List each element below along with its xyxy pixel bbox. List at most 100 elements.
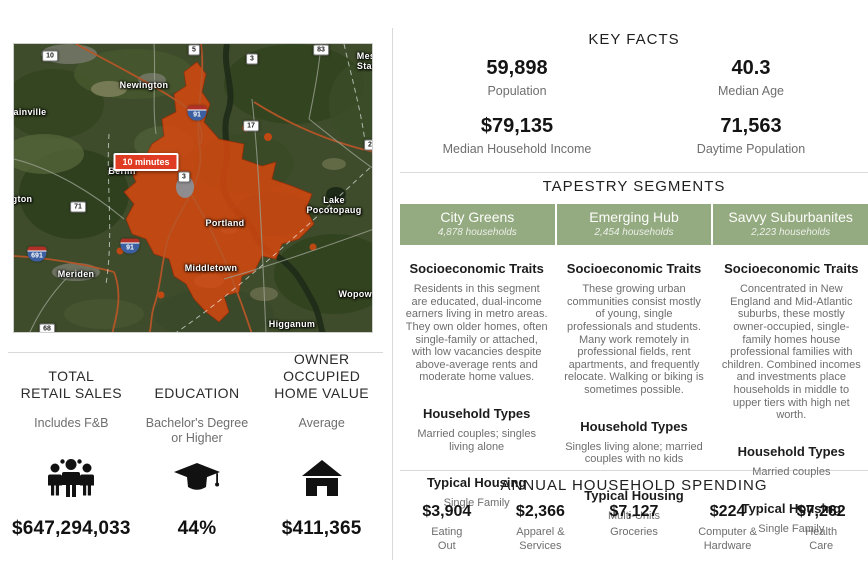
divider-keyfacts [400, 172, 868, 173]
key-fact-value: 40.3 [731, 57, 771, 79]
left-stats-panel: TOTAL RETAIL SALES Includes F&B $647,294… [8, 350, 384, 540]
key-fact: 40.3 Median Age [634, 57, 868, 98]
key-fact-value: $79,135 [480, 115, 554, 137]
household-types-text: Married couples; singles living alone [417, 428, 536, 453]
spending-label: Health Care [805, 526, 838, 552]
satellite-map-art [14, 44, 372, 332]
segment-name: Emerging Hub [589, 209, 679, 225]
typical-housing-text: Single Family [443, 497, 510, 510]
key-fact: 59,898 Population [400, 57, 634, 98]
map-place-label: Middletown [184, 263, 238, 273]
stat-education: EDUCATION Bachelor's Degree or Higher 44… [135, 360, 260, 540]
key-fact: $79,135 Median Household Income [400, 115, 634, 156]
segment-band: City Greens 4,878 households Emerging Hu… [400, 204, 868, 245]
spending-item: $3,904 Eating Out [400, 503, 494, 554]
spending-label: Apparel & Services [516, 526, 565, 552]
divider-left [8, 352, 383, 353]
stat-total-retail-sales: TOTAL RETAIL SALES Includes F&B $647,294… [8, 360, 135, 540]
map-place-label: ainville [13, 107, 47, 117]
spending-item: $7,262 Health Care [774, 503, 868, 554]
stat-value: 44% [177, 518, 217, 539]
route-shield: 68 [39, 323, 55, 332]
spending-value: $224 [709, 503, 746, 520]
tapestry-section: TAPESTRY SEGMENTS City Greens 4,878 hous… [400, 178, 868, 535]
route-shield: 17 [243, 120, 259, 132]
route-shield: 2 [364, 139, 372, 151]
graduation-cap-icon [139, 450, 256, 506]
map-place-label: Portland [205, 218, 245, 228]
household-types-text: Singles living alone; married couples wi… [565, 440, 703, 466]
route-shield: 83 [313, 44, 329, 56]
traits-heading: Socioeconomic Traits [566, 261, 702, 276]
segment-households: 2,223 households [751, 227, 831, 238]
household-types-text: Married couples [752, 466, 831, 479]
spending-label: Eating Out [431, 526, 463, 552]
map-place-label: Berlin [108, 166, 136, 176]
spending-value: $2,366 [515, 503, 565, 520]
drive-time-map: Newington ainville Berlin Meriden Portla… [13, 43, 373, 333]
key-fact-value: 71,563 [720, 115, 782, 137]
typical-housing-text: Single Family [758, 522, 825, 535]
segment-households: 2,454 households [594, 227, 674, 238]
key-facts-section: KEY FACTS 59,898 Population 40.3 Median … [400, 31, 868, 156]
stat-home-value: OWNER OCCUPIED HOME VALUE Average $411,3… [259, 350, 384, 540]
typical-housing-text: Multi-Units [608, 510, 660, 523]
spending-value: $7,262 [796, 503, 846, 520]
stat-title: OWNER OCCUPIED HOME VALUE [274, 350, 370, 401]
traits-text: Residents in this segment are educated, … [405, 283, 548, 384]
segment-details: Socioeconomic Traits These growing urban… [557, 245, 710, 535]
spending-label: Computer & Hardware [698, 526, 757, 552]
key-fact: 71,563 Daytime Population [634, 115, 868, 156]
segment-header: Emerging Hub 2,454 households [556, 204, 712, 245]
map-place-label: Wopowog [338, 289, 372, 299]
household-types-heading: Household Types [580, 418, 688, 434]
route-shield: 71 [70, 201, 86, 213]
key-facts-title: KEY FACTS [588, 31, 680, 48]
stat-subtitle: Average [298, 416, 345, 430]
spending-section: ANNUAL HOUSEHOLD SPENDING $3,904 Eating … [400, 477, 868, 554]
segment-households: 4,878 households [437, 227, 517, 238]
spending-item: $2,366 Apparel & Services [494, 503, 588, 554]
interstate-shield: 91 [120, 238, 140, 254]
segment-name: City Greens [440, 209, 515, 225]
typical-housing-heading: Typical Housing [426, 475, 527, 491]
map-place-label: Mes Stat [356, 51, 372, 71]
spending-value: $3,904 [422, 503, 472, 520]
stat-subtitle: Bachelor's Degree or Higher [145, 416, 249, 445]
spending-item: $224 Computer & Hardware [681, 503, 775, 554]
household-types-heading: Household Types [422, 406, 531, 422]
traits-heading: Socioeconomic Traits [409, 261, 544, 276]
key-fact-label: Population [487, 84, 547, 98]
house-icon [263, 450, 380, 506]
divider-vertical [392, 28, 393, 560]
route-shield: 3 [178, 171, 190, 183]
spending-title: ANNUAL HOUSEHOLD SPENDING [500, 477, 768, 494]
route-shield: 5 [188, 44, 200, 56]
population-group-icon [12, 450, 131, 506]
spending-item: $7,127 Groceries [587, 503, 681, 554]
stat-subtitle: Includes F&B [34, 416, 109, 430]
divider-tapestry [400, 470, 868, 471]
segment-header: City Greens 4,878 households [400, 204, 555, 245]
spending-row: $3,904 Eating Out $2,366 Apparel & Servi… [400, 503, 868, 554]
route-shield: 10 [42, 50, 58, 62]
route-shield: 3 [246, 53, 258, 65]
segment-details-row: Socioeconomic Traits Residents in this s… [400, 245, 868, 535]
interstate-shield: 691 [27, 246, 47, 262]
segment-details: Socioeconomic Traits Residents in this s… [400, 245, 553, 535]
stat-title: EDUCATION [154, 384, 240, 401]
map-place-label: Meriden [57, 269, 95, 279]
typical-housing-heading: Typical Housing [741, 500, 842, 516]
interstate-shield: 91 [187, 105, 207, 121]
segment-name: Savvy Suburbanites [728, 209, 853, 225]
traits-text: These growing urban communities consist … [564, 283, 704, 397]
key-fact-label: Median Household Income [442, 142, 592, 156]
key-facts-grid: 59,898 Population 40.3 Median Age $79,13… [400, 57, 868, 156]
traits-text: Concentrated in New England and Mid-Atla… [721, 283, 861, 422]
traits-heading: Socioeconomic Traits [724, 261, 859, 276]
stat-title: TOTAL RETAIL SALES [20, 367, 122, 401]
map-place-label: gton [13, 194, 33, 204]
key-fact-label: Median Age [717, 84, 785, 98]
segment-header: Savvy Suburbanites 2,223 households [713, 204, 868, 245]
